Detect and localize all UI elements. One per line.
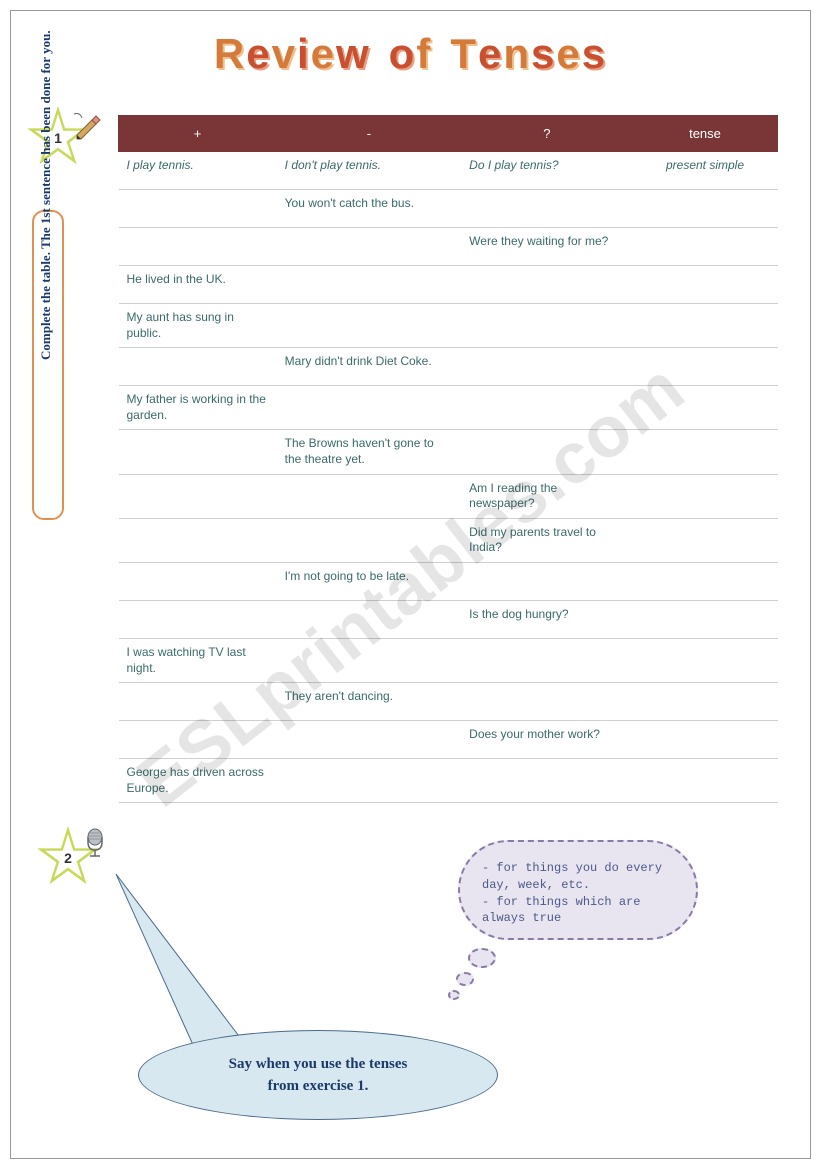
cell-tense [633,759,778,803]
th-question: ? [461,116,632,152]
cell-question: Does your mother work? [461,721,632,759]
microphone-icon [82,828,108,860]
table-row: Does your mother work? [119,721,778,759]
cell-tense [633,386,778,430]
table-row: My aunt has sung in public. [119,304,778,348]
cell-minus: I don't play tennis. [277,152,462,190]
table-row: You won't catch the bus. [119,190,778,228]
cell-tense [633,518,778,562]
cell-question [461,638,632,682]
cell-tense [633,304,778,348]
table-row: He lived in the UK. [119,266,778,304]
cell-minus [277,638,462,682]
th-tense: tense [633,116,778,152]
table-row: I play tennis.I don't play tennis.Do I p… [119,152,778,190]
th-plus: + [119,116,277,152]
cell-plus [119,474,277,518]
cell-plus [119,430,277,474]
cell-minus: The Browns haven't gone to the theatre y… [277,430,462,474]
cell-tense [633,266,778,304]
cell-plus [119,721,277,759]
cell-question: Am I reading the newspaper? [461,474,632,518]
table-row: I was watching TV last night. [119,638,778,682]
table-body: I play tennis.I don't play tennis.Do I p… [119,152,778,803]
cell-plus [119,348,277,386]
cell-plus [119,518,277,562]
table-header-row: + - ? tense [119,116,778,152]
table-row: Is the dog hungry? [119,600,778,638]
table-row: I'm not going to be late. [119,562,778,600]
table-row: George has driven across Europe. [119,759,778,803]
cell-minus [277,474,462,518]
cell-question [461,190,632,228]
table-row: They aren't dancing. [119,683,778,721]
cell-tense [633,190,778,228]
th-minus: - [277,116,462,152]
cell-tense [633,228,778,266]
cell-tense [633,348,778,386]
cell-question [461,759,632,803]
cell-question [461,683,632,721]
cell-minus [277,266,462,304]
cell-question [461,348,632,386]
cell-plus [119,683,277,721]
cell-question: Do I play tennis? [461,152,632,190]
cell-plus: I was watching TV last night. [119,638,277,682]
cell-question [461,562,632,600]
table-row: Did my parents travel to India? [119,518,778,562]
cell-question: Is the dog hungry? [461,600,632,638]
cell-question [461,266,632,304]
cell-tense [633,430,778,474]
table-row: Mary didn't drink Diet Coke. [119,348,778,386]
table-row: The Browns haven't gone to the theatre y… [119,430,778,474]
badge-number: 2 [64,850,72,866]
speech-line-2: from exercise 1. [268,1075,369,1098]
title-banner: ReviewofTenses [50,30,771,78]
cell-plus: I play tennis. [119,152,277,190]
cell-plus [119,228,277,266]
cell-minus: You won't catch the bus. [277,190,462,228]
cell-minus [277,600,462,638]
instruction-text: Complete the table. The 1st sentence has… [38,30,54,360]
table-row: Were they waiting for me? [119,228,778,266]
table-row: Am I reading the newspaper? [119,474,778,518]
cell-minus [277,304,462,348]
pencil-icon [72,110,102,140]
cell-plus: My aunt has sung in public. [119,304,277,348]
speech-body: Say when you use the tenses from exercis… [138,1030,498,1120]
speech-line-1: Say when you use the tenses [229,1053,408,1076]
cell-plus [119,600,277,638]
cell-minus [277,228,462,266]
cell-plus: He lived in the UK. [119,266,277,304]
cell-minus: I'm not going to be late. [277,562,462,600]
badge-number: 1 [54,130,62,146]
cell-minus [277,518,462,562]
cell-question [461,430,632,474]
cell-tense [633,474,778,518]
cell-tense [633,683,778,721]
cell-tense [633,638,778,682]
cell-plus: My father is working in the garden. [119,386,277,430]
cell-minus: They aren't dancing. [277,683,462,721]
cell-question: Did my parents travel to India? [461,518,632,562]
cell-plus [119,190,277,228]
cell-question: Were they waiting for me? [461,228,632,266]
speech-bubble: Say when you use the tenses from exercis… [108,870,528,1120]
cell-minus [277,386,462,430]
cell-minus [277,721,462,759]
cell-tense: present simple [633,152,778,190]
cell-plus [119,562,277,600]
cell-question [461,304,632,348]
cell-tense [633,600,778,638]
table-row: My father is working in the garden. [119,386,778,430]
cell-tense [633,562,778,600]
cell-tense [633,721,778,759]
tenses-table: + - ? tense I play tennis.I don't play t… [118,115,778,803]
cell-question [461,386,632,430]
cell-minus: Mary didn't drink Diet Coke. [277,348,462,386]
cell-minus [277,759,462,803]
cell-plus: George has driven across Europe. [119,759,277,803]
